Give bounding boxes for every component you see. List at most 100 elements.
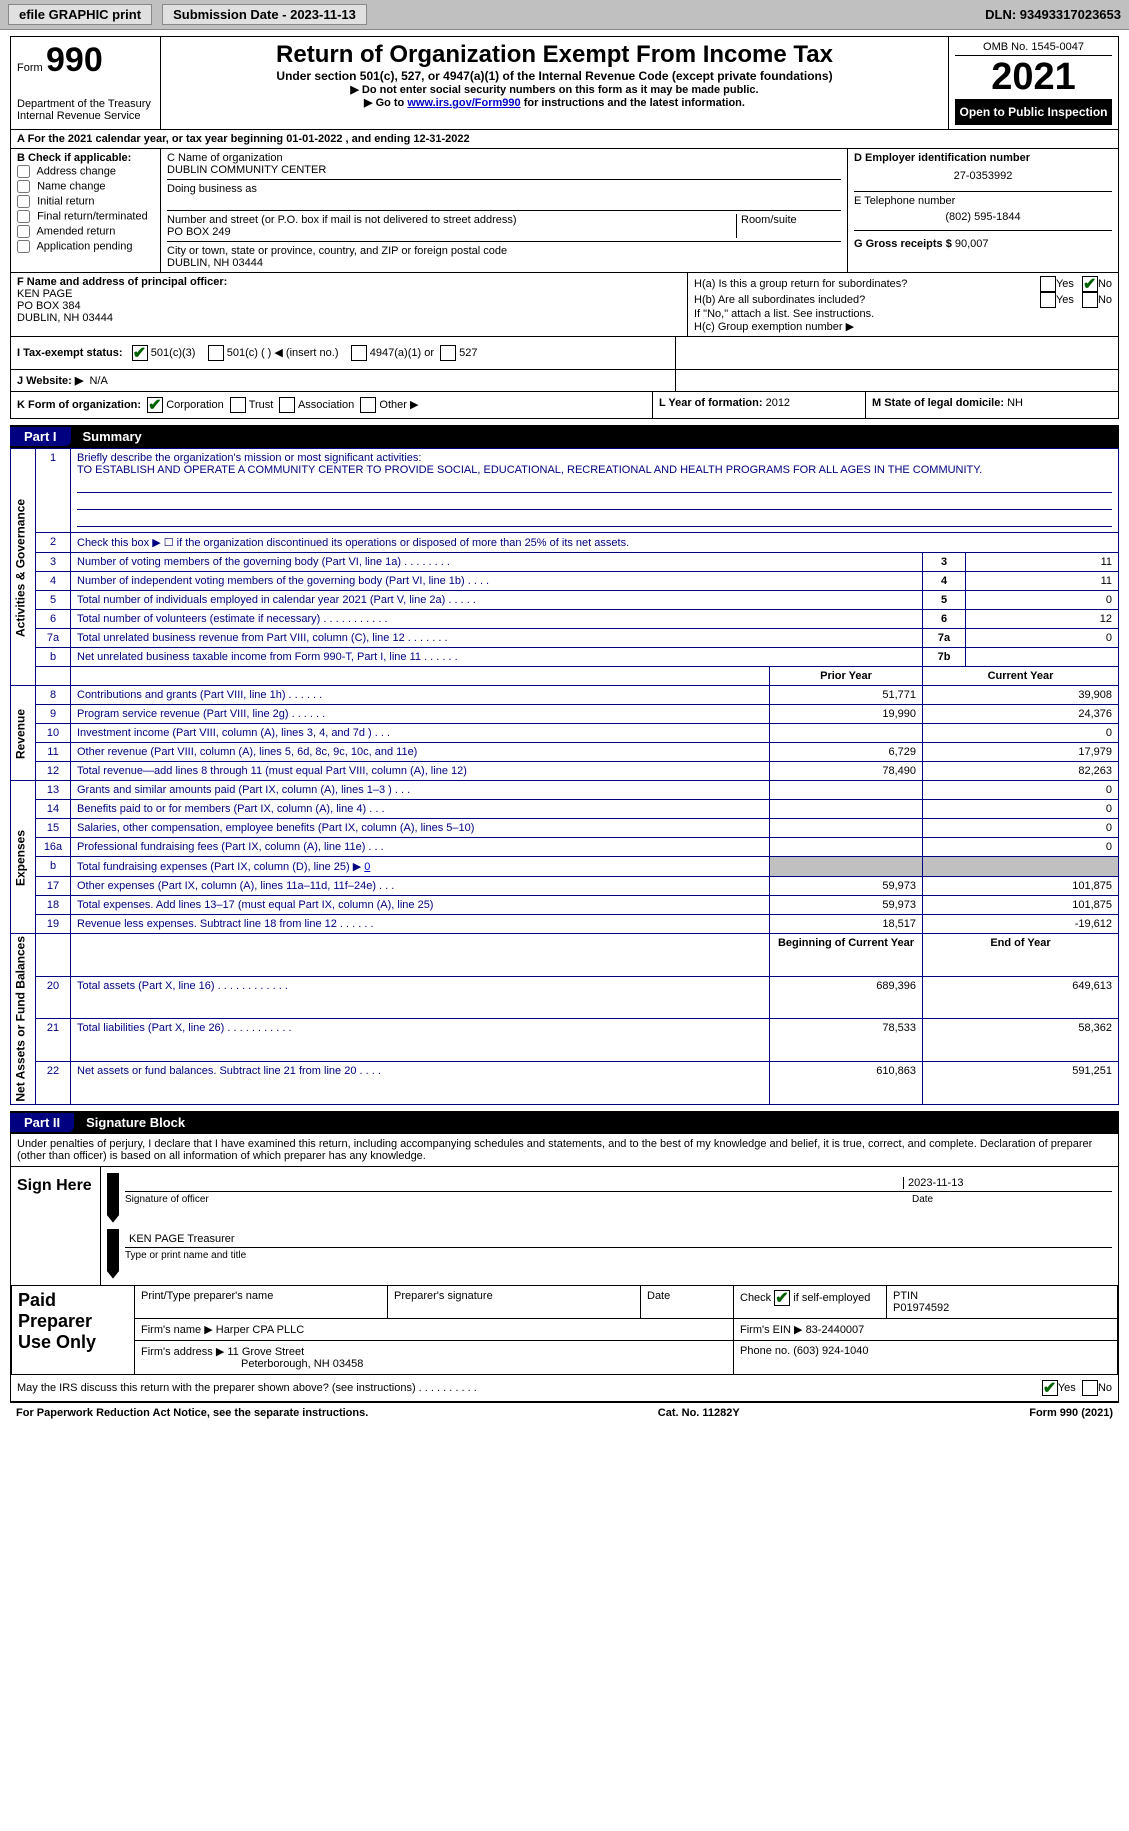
part-1-header: Part I Summary xyxy=(10,425,1119,448)
ein-label: D Employer identification number xyxy=(854,152,1112,164)
line-13-prior xyxy=(770,781,923,800)
sign-here-label: Sign Here xyxy=(11,1167,101,1285)
501c3-check[interactable] xyxy=(132,345,148,361)
section-b-label: B Check if applicable: xyxy=(17,152,154,164)
check-name[interactable]: Name change xyxy=(17,179,154,194)
corp-label: Corporation xyxy=(166,399,223,411)
check-final[interactable]: Final return/terminated xyxy=(17,209,154,224)
form-prefix: Form xyxy=(17,62,43,74)
signature-label: Signature of officer xyxy=(125,1194,912,1205)
hb-no-check[interactable] xyxy=(1082,292,1098,308)
check-address[interactable]: Address change xyxy=(17,164,154,179)
line-19-prior: 18,517 xyxy=(770,915,923,934)
line-16b-label: Total fundraising expenses (Part IX, col… xyxy=(77,861,361,873)
501c-check[interactable] xyxy=(208,345,224,361)
part-2-tab: Part II xyxy=(10,1113,74,1132)
line-7a-box: 7a xyxy=(923,629,966,648)
phone-value: (802) 595-1844 xyxy=(854,207,1112,227)
checkbox-list: Address change Name change Initial retur… xyxy=(17,164,154,254)
ha-no-check[interactable] xyxy=(1082,276,1098,292)
ptin-value: P01974592 xyxy=(893,1302,1111,1314)
line-9-current: 24,376 xyxy=(923,705,1119,724)
line-20-prior: 689,396 xyxy=(770,976,923,1019)
trust-check[interactable] xyxy=(230,397,246,413)
top-toolbar: efile GRAPHIC print Submission Date - 20… xyxy=(0,0,1129,30)
no-label: No xyxy=(1098,278,1112,290)
hb-yes-check[interactable] xyxy=(1040,292,1056,308)
efile-print-button[interactable]: efile GRAPHIC print xyxy=(8,4,152,25)
assoc-check[interactable] xyxy=(279,397,295,413)
line-14-prior xyxy=(770,800,923,819)
line-18-num: 18 xyxy=(36,896,71,915)
check-initial[interactable]: Initial return xyxy=(17,194,154,209)
line-16b-val[interactable]: 0 xyxy=(364,861,370,873)
line-10-label: Investment income (Part VIII, column (A)… xyxy=(71,724,770,743)
4947-check[interactable] xyxy=(351,345,367,361)
yes-label-2: Yes xyxy=(1056,294,1074,306)
corp-check[interactable] xyxy=(147,397,163,413)
line-16b-num: b xyxy=(36,857,71,877)
irs-link[interactable]: www.irs.gov/Form990 xyxy=(407,97,520,109)
city-value: DUBLIN, NH 03444 xyxy=(167,257,841,269)
line-18-current: 101,875 xyxy=(923,896,1119,915)
line-15-num: 15 xyxy=(36,819,71,838)
line-20-num: 20 xyxy=(36,976,71,1019)
city-label: City or town, state or province, country… xyxy=(167,245,841,257)
line-16a-current: 0 xyxy=(923,838,1119,857)
line-9-label: Program service revenue (Part VIII, line… xyxy=(71,705,770,724)
phone-label: E Telephone number xyxy=(854,195,1112,207)
gross-receipts-value: 90,007 xyxy=(955,238,989,250)
line-7b-num: b xyxy=(36,648,71,667)
line-4-label: Number of independent voting members of … xyxy=(71,572,923,591)
line-17-current: 101,875 xyxy=(923,877,1119,896)
org-name: DUBLIN COMMUNITY CENTER xyxy=(167,164,841,176)
line-19-current: -19,612 xyxy=(923,915,1119,934)
line-5-num: 5 xyxy=(36,591,71,610)
ha-yes-check[interactable] xyxy=(1040,276,1056,292)
line-14-label: Benefits paid to or for members (Part IX… xyxy=(71,800,770,819)
hb-label: H(b) Are all subordinates included? xyxy=(694,294,1040,306)
tax-year: 2021 xyxy=(955,56,1112,99)
line-8-label: Contributions and grants (Part VIII, lin… xyxy=(71,686,770,705)
line-6-val: 12 xyxy=(966,610,1119,629)
row-a-calendar-year: A For the 2021 calendar year, or tax yea… xyxy=(10,130,1119,149)
officer-addr1: PO BOX 384 xyxy=(17,300,681,312)
arrow-icon xyxy=(107,1173,119,1223)
firm-addr-label: Firm's address ▶ xyxy=(141,1346,224,1358)
firm-name-value: Harper CPA PLLC xyxy=(216,1324,304,1336)
self-employed-check[interactable] xyxy=(774,1290,790,1306)
check-amended[interactable]: Amended return xyxy=(17,224,154,239)
vert-expenses: Expenses xyxy=(11,781,36,934)
no-label-2: No xyxy=(1098,294,1112,306)
line-15-current: 0 xyxy=(923,819,1119,838)
line-3-box: 3 xyxy=(923,553,966,572)
state-domicile-label: M State of legal domicile: xyxy=(872,397,1004,409)
line-19-num: 19 xyxy=(36,915,71,934)
line-17-label: Other expenses (Part IX, column (A), lin… xyxy=(71,877,770,896)
part-2-header: Part II Signature Block xyxy=(10,1111,1119,1134)
line-3-val: 11 xyxy=(966,553,1119,572)
line-9-prior: 19,990 xyxy=(770,705,923,724)
line-16a-label: Professional fundraising fees (Part IX, … xyxy=(71,838,770,857)
vert-governance: Activities & Governance xyxy=(11,449,36,686)
line-21-current: 58,362 xyxy=(923,1019,1119,1062)
other-check[interactable] xyxy=(360,397,376,413)
year-formation-value: 2012 xyxy=(766,397,790,409)
discuss-yes-check[interactable] xyxy=(1042,1380,1058,1396)
line-21-num: 21 xyxy=(36,1019,71,1062)
type-print-label: Type or print name and title xyxy=(125,1250,1112,1261)
org-name-label: C Name of organization xyxy=(167,152,841,164)
line-20-label: Total assets (Part X, line 16) . . . . .… xyxy=(71,976,770,1019)
line-12-label: Total revenue—add lines 8 through 11 (mu… xyxy=(71,762,770,781)
line-7b-label: Net unrelated business taxable income fr… xyxy=(71,648,923,667)
line-6-label: Total number of volunteers (estimate if … xyxy=(71,610,923,629)
discuss-no-check[interactable] xyxy=(1082,1380,1098,1396)
line-18-label: Total expenses. Add lines 13–17 (must eq… xyxy=(71,896,770,915)
line-4-num: 4 xyxy=(36,572,71,591)
submission-date-button[interactable]: Submission Date - 2023-11-13 xyxy=(162,4,367,25)
line-1-text: TO ESTABLISH AND OPERATE A COMMUNITY CEN… xyxy=(77,464,982,476)
room-label: Room/suite xyxy=(741,214,841,226)
check-application[interactable]: Application pending xyxy=(17,239,154,254)
527-check[interactable] xyxy=(440,345,456,361)
officer-name: KEN PAGE xyxy=(17,288,681,300)
